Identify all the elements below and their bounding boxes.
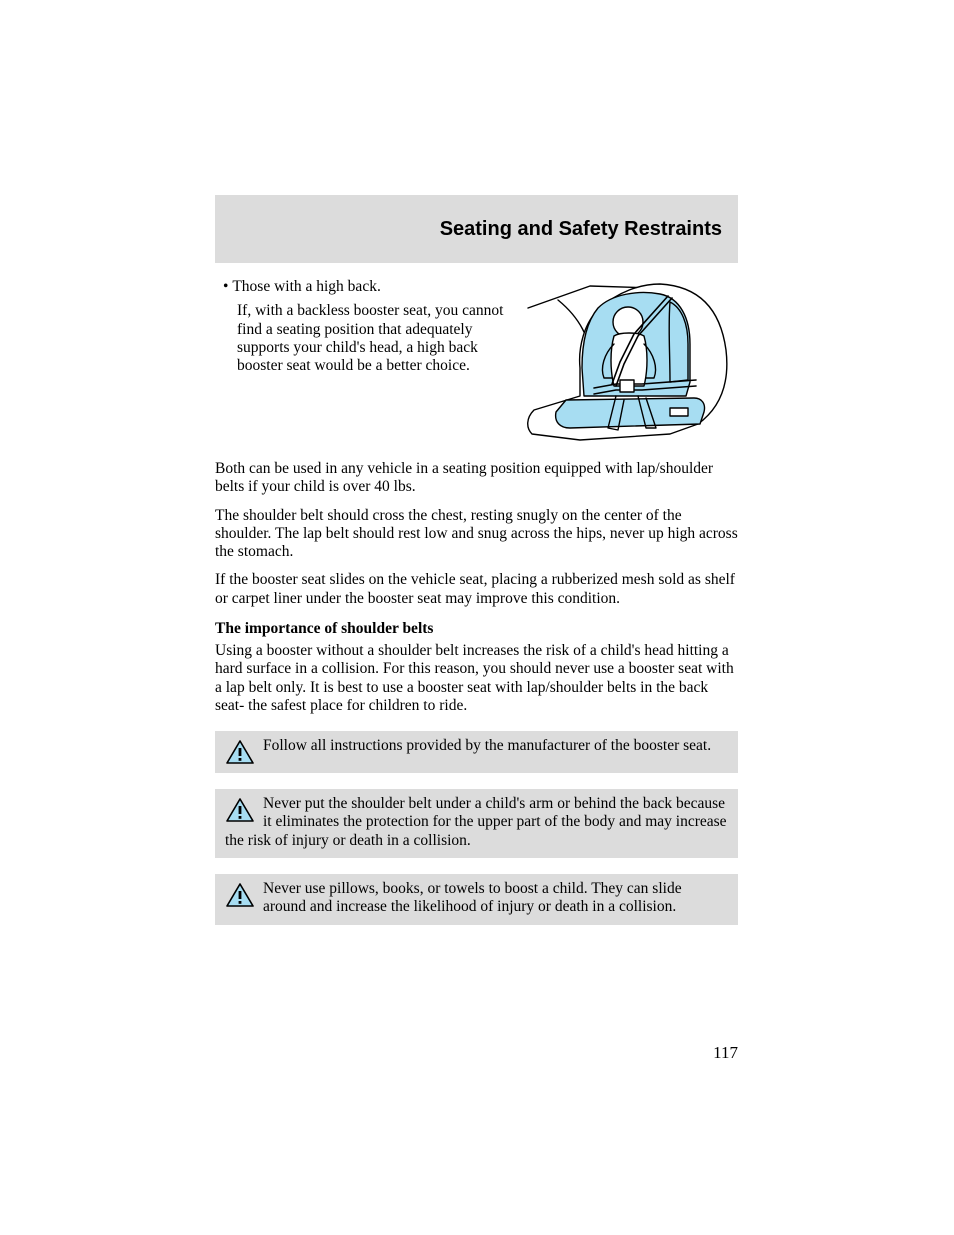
- top-row: • Those with a high back. If, with a bac…: [215, 278, 738, 442]
- subheading: The importance of shoulder belts: [215, 620, 738, 638]
- warning-text-3: Never use pillows, books, or towels to b…: [225, 880, 728, 917]
- bullet-item: • Those with a high back.: [223, 278, 512, 296]
- bullet-marker: •: [223, 278, 228, 295]
- content-area: • Those with a high back. If, with a bac…: [215, 278, 738, 925]
- paragraph-1: Both can be used in any vehicle in a sea…: [215, 460, 738, 497]
- page: Seating and Safety Restraints • Those wi…: [0, 0, 954, 1235]
- warning-box-2: Never put the shoulder belt under a chil…: [215, 789, 738, 858]
- bullet-label: Those with a high back.: [232, 278, 381, 295]
- paragraph-3: If the booster seat slides on the vehicl…: [215, 571, 738, 608]
- warning-box-1: Follow all instructions provided by the …: [215, 731, 738, 773]
- warning-icon: [225, 797, 255, 823]
- booster-seat-svg: [520, 278, 738, 442]
- warning-text-1: Follow all instructions provided by the …: [225, 737, 728, 755]
- paragraph-4: Using a booster without a shoulder belt …: [215, 642, 738, 715]
- paragraph-2: The shoulder belt should cross the chest…: [215, 507, 738, 562]
- intro-paragraph: If, with a backless booster seat, you ca…: [237, 302, 512, 375]
- warning-icon: [225, 882, 255, 908]
- booster-seat-illustration: [520, 278, 738, 442]
- warning-text-2: Never put the shoulder belt under a chil…: [225, 795, 728, 850]
- page-number: 117: [713, 1043, 738, 1063]
- warning-box-3: Never use pillows, books, or towels to b…: [215, 874, 738, 925]
- header-band: Seating and Safety Restraints: [215, 195, 738, 263]
- warning-icon: [225, 739, 255, 765]
- top-text: • Those with a high back. If, with a bac…: [215, 278, 512, 442]
- section-title: Seating and Safety Restraints: [440, 218, 722, 241]
